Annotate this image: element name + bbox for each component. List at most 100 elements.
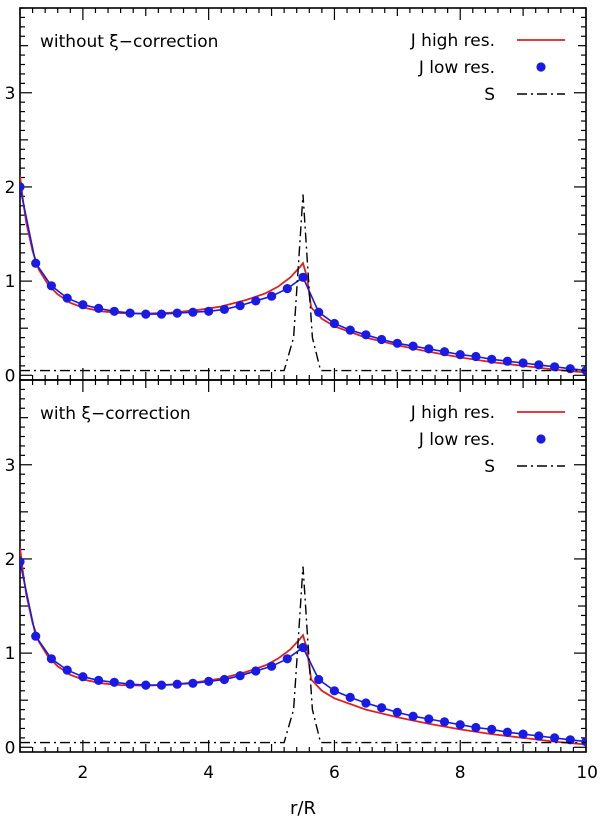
plot-frame bbox=[19, 379, 587, 753]
series-j-low-point bbox=[550, 362, 560, 372]
series-j-low-point bbox=[31, 631, 41, 641]
series-j-low-point bbox=[424, 344, 434, 354]
panel-2: 0 1 2 3 2 4 6 8 10 r/R with ξ−correction J high res… bbox=[5, 379, 598, 819]
series-j-low-point bbox=[502, 356, 512, 366]
y-tick-label: 1 bbox=[5, 272, 16, 292]
series-j-low-point bbox=[377, 703, 387, 713]
series-j-low-point bbox=[125, 308, 135, 318]
series-j-low-point bbox=[345, 325, 355, 335]
series-j-low-point bbox=[361, 330, 371, 340]
series-j-low-point bbox=[109, 677, 119, 687]
series-j-low-point bbox=[298, 272, 308, 282]
series-j-low-point bbox=[46, 281, 57, 291]
series-j-low-point bbox=[78, 672, 88, 682]
series-j-low-point bbox=[46, 654, 57, 664]
legend: J high res. J low res. S bbox=[410, 31, 565, 105]
series-j-low-point bbox=[156, 680, 167, 690]
series-j-low-point bbox=[219, 674, 229, 685]
y-tick-label: 3 bbox=[5, 84, 16, 104]
legend-label: J high res. bbox=[410, 31, 495, 51]
series-j-low-point bbox=[439, 347, 450, 357]
x-tick-label: 4 bbox=[203, 763, 214, 783]
series-j-low-point bbox=[314, 307, 324, 317]
y-tick-label: 2 bbox=[5, 550, 16, 570]
series-j-low-point bbox=[94, 303, 104, 313]
series-j-low-point bbox=[282, 284, 292, 294]
series-j-low-point bbox=[267, 291, 277, 301]
series-j-low-point bbox=[267, 661, 277, 671]
legend-label: S bbox=[484, 85, 495, 105]
series-j-low-point bbox=[392, 338, 402, 348]
legend-label: J low res. bbox=[418, 58, 495, 78]
legend-swatch-j-low bbox=[536, 434, 546, 444]
series-j-low-point bbox=[62, 293, 72, 303]
series-j-low-point bbox=[31, 258, 41, 268]
legend-label: J low res. bbox=[418, 430, 495, 450]
series-j-low-point bbox=[20, 557, 25, 567]
series-j-low-point bbox=[534, 360, 544, 370]
series-s-line bbox=[20, 566, 586, 744]
series-j-low-point bbox=[204, 676, 214, 687]
series-j-low-point bbox=[219, 304, 229, 314]
series-s-line bbox=[20, 194, 586, 372]
series-j-low-point bbox=[550, 733, 560, 743]
series-j-low-point bbox=[251, 296, 261, 306]
series-j-low-point bbox=[156, 309, 167, 319]
series-j-low-point bbox=[172, 679, 182, 689]
series-j-low-point bbox=[141, 680, 151, 690]
y-tick-label: 0 bbox=[5, 738, 16, 758]
y-tick-label: 2 bbox=[5, 178, 16, 198]
series-j-low-point bbox=[487, 724, 497, 735]
plot-frame bbox=[19, 7, 587, 381]
series-j-low-point bbox=[204, 306, 214, 316]
series-j-low-point bbox=[94, 675, 104, 686]
series-j-low-point bbox=[439, 717, 450, 727]
panel-title: with ξ−correction bbox=[40, 404, 191, 424]
series-j-low-point bbox=[188, 678, 198, 688]
series-j-low-point bbox=[455, 350, 465, 360]
x-tick-label: 2 bbox=[77, 763, 88, 783]
series-j-low-point bbox=[455, 720, 465, 730]
panel-title: without ξ−correction bbox=[40, 32, 218, 52]
series-j-low-point bbox=[298, 642, 308, 653]
series-j-low-point bbox=[408, 711, 418, 721]
plot-area bbox=[20, 175, 586, 376]
series-j-low-point bbox=[518, 358, 528, 368]
series-j-low-point bbox=[502, 727, 512, 737]
plot-area bbox=[20, 547, 586, 747]
series-j-low-point bbox=[329, 686, 339, 696]
series-j-low-point bbox=[471, 351, 481, 362]
series-j-low-point bbox=[408, 341, 418, 351]
series-j-low-point bbox=[251, 666, 261, 676]
series-j-low-point bbox=[314, 674, 324, 685]
legend-swatch-j-low bbox=[536, 62, 546, 72]
y-tick-label: 3 bbox=[5, 456, 16, 476]
series-j-low-point bbox=[109, 306, 119, 316]
series-j-low-point bbox=[125, 679, 135, 689]
panel-1: 0 1 2 3 without ξ−correction J high res. J low… bbox=[5, 7, 587, 386]
x-tick-label: 10 bbox=[576, 763, 598, 783]
series-j-low-point bbox=[361, 698, 371, 708]
series-j-low-point bbox=[235, 301, 245, 311]
series-j-low-point bbox=[581, 737, 586, 747]
y-tick-label: 1 bbox=[5, 644, 16, 664]
series-j-low-point bbox=[62, 665, 72, 675]
series-j-low-point bbox=[172, 308, 182, 318]
series-j-low-point bbox=[329, 318, 339, 329]
x-axis-title: r/R bbox=[290, 798, 316, 819]
x-tick-label: 6 bbox=[329, 763, 340, 783]
series-j-low-point bbox=[377, 334, 387, 345]
series-j-low-point bbox=[518, 729, 528, 739]
series-j-low-point bbox=[282, 654, 292, 664]
series-j-low-point bbox=[471, 722, 481, 733]
series-j-low-point bbox=[20, 182, 25, 192]
series-j-low-point bbox=[235, 671, 245, 681]
series-j-low-point bbox=[424, 714, 434, 724]
legend-label: S bbox=[484, 457, 495, 477]
series-j-low-point bbox=[188, 307, 198, 317]
legend: J high res. J low res. S bbox=[410, 403, 565, 477]
series-j-low-point bbox=[534, 731, 544, 741]
y-tick-label: 0 bbox=[5, 366, 16, 386]
series-j-low-point bbox=[565, 364, 575, 374]
